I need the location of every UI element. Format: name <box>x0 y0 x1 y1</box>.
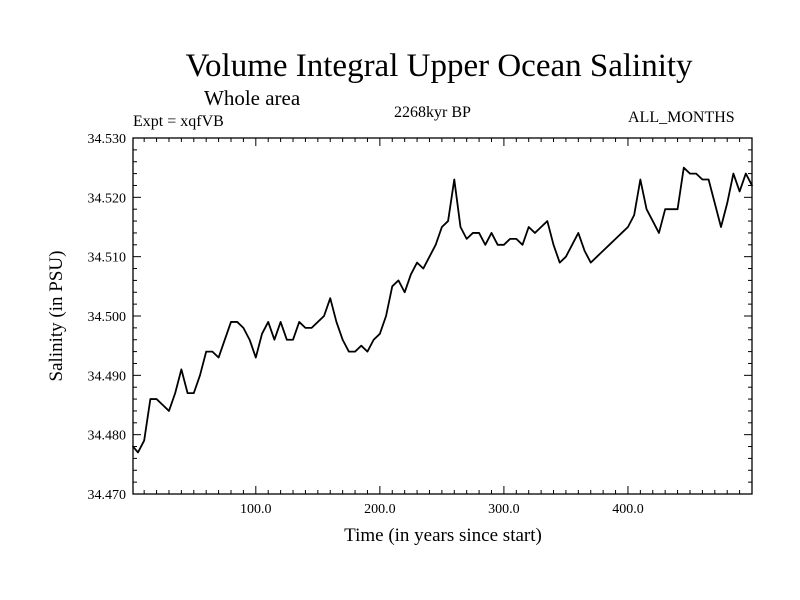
x-axis-label: Time (in years since start) <box>344 525 542 546</box>
months-label: ALL_MONTHS <box>628 109 735 126</box>
x-tick-label: 400.0 <box>612 502 644 517</box>
period-label: 2268kyr BP <box>394 104 471 121</box>
series-layer <box>132 166 753 454</box>
x-axis-ticks <box>143 138 741 494</box>
y-tick-label: 34.530 <box>88 132 127 147</box>
y-tick-label: 34.520 <box>88 191 127 206</box>
x-tick-label: 200.0 <box>364 502 396 517</box>
y-tick-label: 34.510 <box>88 251 127 266</box>
plot-frame <box>132 137 753 495</box>
y-tick-label: 34.500 <box>88 310 127 325</box>
x-axis-tick-labels: 100.0 200.0 300.0 400.0 <box>240 502 644 517</box>
y-axis-ticks <box>133 137 752 495</box>
experiment-label: Expt = xqfVB <box>133 113 224 130</box>
chart-subtitle: Whole area <box>204 86 301 110</box>
y-tick-label: 34.490 <box>88 369 127 384</box>
x-tick-label: 100.0 <box>240 502 272 517</box>
y-tick-label: 34.480 <box>88 429 127 444</box>
x-tick-label: 300.0 <box>488 502 520 517</box>
series-line-salinity <box>132 166 753 454</box>
y-tick-label: 34.470 <box>88 488 127 503</box>
plot-border <box>132 137 753 495</box>
y-axis-label: Salinity (in PSU) <box>46 251 67 382</box>
y-axis-tick-labels: 34.470 34.480 34.490 34.500 34.510 34.520 34.5… <box>88 132 127 503</box>
chart-title: Volume Integral Upper Ocean Salinity <box>185 48 693 84</box>
